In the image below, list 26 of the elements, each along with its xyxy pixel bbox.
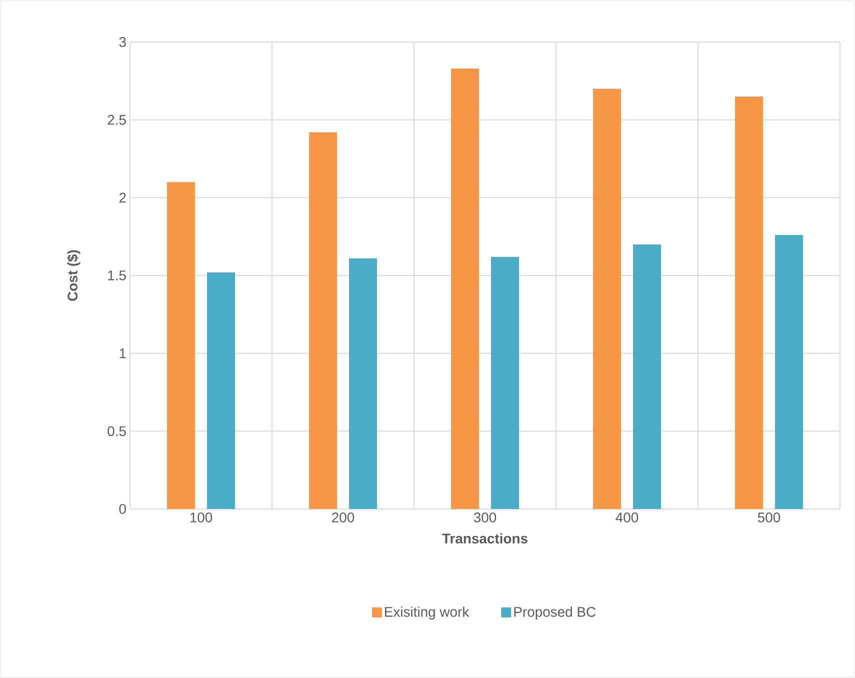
- y-axis-title: Cost ($): [66, 250, 80, 301]
- bar: [349, 258, 378, 509]
- legend-label: Exisiting work: [385, 606, 470, 620]
- bar: [207, 272, 236, 509]
- bar: [167, 182, 195, 509]
- y-tick-label: 2: [119, 192, 126, 203]
- y-tick-label: 0.5: [108, 426, 126, 436]
- bar: [491, 256, 520, 509]
- x-axis-title: Transactions: [442, 533, 528, 544]
- bar: [309, 132, 338, 509]
- legend-label: Proposed BC: [514, 606, 596, 620]
- x-tick-label: 500: [758, 512, 780, 522]
- y-tick-label: 3: [119, 37, 126, 47]
- x-tick-label: 300: [474, 512, 496, 522]
- y-tick-label: 0: [119, 504, 126, 514]
- x-tick-label: 400: [616, 512, 638, 522]
- bar: [775, 235, 804, 509]
- bar: [633, 244, 662, 509]
- bar: [593, 88, 622, 509]
- bar: [735, 96, 764, 509]
- x-tick-label: 100: [190, 512, 212, 522]
- x-tick-label: 200: [332, 512, 354, 522]
- y-tick-label: 1.5: [108, 270, 126, 280]
- bar: [451, 68, 480, 509]
- y-tick-label: 1: [120, 348, 126, 358]
- y-tick-label: 2.5: [108, 114, 126, 125]
